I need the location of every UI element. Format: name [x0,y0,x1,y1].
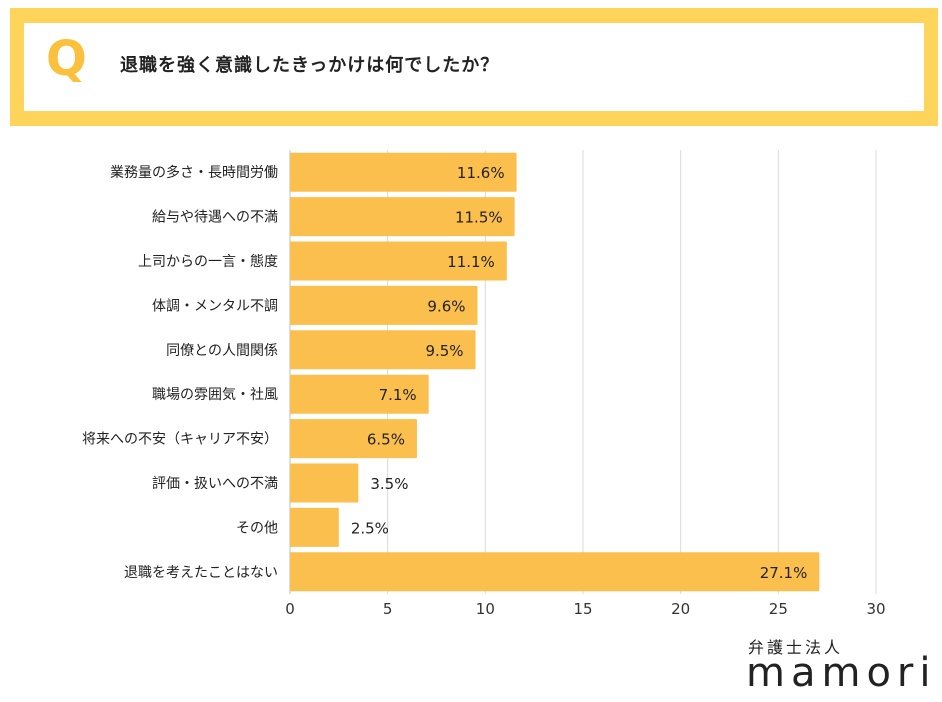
brand-logo: mamori [746,650,937,696]
x-tick-label: 5 [383,600,393,618]
data-label: 11.1% [447,253,495,271]
category-label: 同僚との人間関係 [166,343,278,359]
data-label: 27.1% [760,564,808,582]
bar [290,197,515,237]
x-tick-label: 25 [769,600,788,618]
question-text: 退職を強く意識したきっかけは何でしたか？ [120,55,500,76]
bar [290,330,476,370]
x-tick-label: 10 [476,600,495,618]
category-label: 職場の雰囲気・社風 [152,387,278,403]
bar [290,507,339,547]
data-label: 11.5% [455,209,503,227]
data-label: 9.5% [425,342,463,360]
category-label: 給与や待遇への不満 [152,210,278,226]
bar [290,285,478,325]
x-tick-label: 30 [866,600,885,618]
category-label: 上司からの一言・態度 [138,254,278,270]
question-banner: Q 退職を強く意識したきっかけは何でしたか？ [10,8,938,126]
bar [290,552,820,592]
data-label: 11.6% [457,164,505,182]
bar [290,241,507,281]
x-tick-label: 0 [285,600,295,618]
category-label: 評価・扱いへの不満 [152,476,278,492]
category-label: 体調・メンタル不調 [152,298,278,314]
brand-subtitle: 弁護士法人 [748,638,844,657]
bar [290,463,359,503]
x-tick-label: 20 [671,600,690,618]
bar [290,152,517,192]
x-tick-label: 15 [573,600,592,618]
q-marker: Q [46,31,87,87]
category-label: 退職を考えたことはない [124,565,278,581]
question-box: Q 退職を強く意識したきっかけは何でしたか？ [24,23,924,111]
bar [290,419,417,459]
data-label: 2.5% [351,519,389,537]
data-label: 7.1% [379,386,417,404]
data-label: 3.5% [370,475,408,493]
bar [290,374,429,414]
category-label: 業務量の多さ・長時間労働 [110,164,278,181]
data-label: 6.5% [367,431,405,449]
category-label: その他 [236,520,278,536]
data-label: 9.6% [427,297,465,315]
category-label: 将来への不安（キャリア不安） [82,432,278,448]
